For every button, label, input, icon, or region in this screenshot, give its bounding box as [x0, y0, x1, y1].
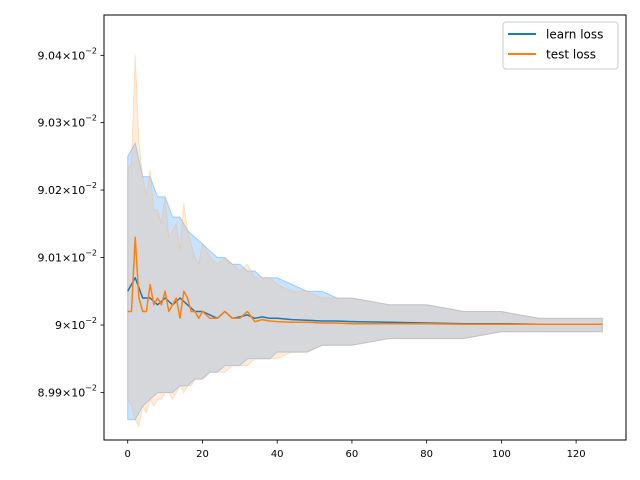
- line-learn-loss: [127, 276, 603, 326]
- y-tick-label: 9×10−2: [55, 316, 97, 332]
- legend: learn loss test loss: [502, 21, 619, 70]
- line-test-loss: [127, 236, 603, 326]
- y-axis: 8.99×10−2 9×10−2 9.01×10−2 9.02×10−2 9.03×10…: [37, 46, 104, 400]
- x-tick-label: 60: [346, 449, 359, 460]
- x-tick-label: 120: [567, 449, 586, 460]
- y-tick-label: 9.04×10−2: [37, 46, 97, 62]
- x-tick-label: 80: [420, 449, 433, 460]
- band-test-loss: [127, 55, 603, 428]
- y-tick-label: 9.03×10−2: [37, 114, 97, 130]
- confidence-bands: [127, 55, 603, 428]
- plot-frame: [103, 14, 627, 441]
- y-tick-label: 8.99×10−2: [37, 384, 97, 400]
- x-tick-label: 40: [271, 449, 284, 460]
- x-tick-label: 100: [492, 449, 511, 460]
- series-lines: [127, 236, 603, 326]
- y-tick-label: 9.02×10−2: [37, 181, 97, 197]
- legend-label-learn-loss: learn loss: [546, 28, 603, 42]
- x-tick-label: 20: [196, 449, 209, 460]
- y-tick-label: 9.01×10−2: [37, 248, 97, 264]
- x-tick-label: 0: [125, 449, 131, 460]
- band-learn-loss: [127, 141, 603, 421]
- x-axis: 0 20 40 60 80 100 120: [125, 440, 586, 460]
- legend-label-test-loss: test loss: [546, 48, 596, 62]
